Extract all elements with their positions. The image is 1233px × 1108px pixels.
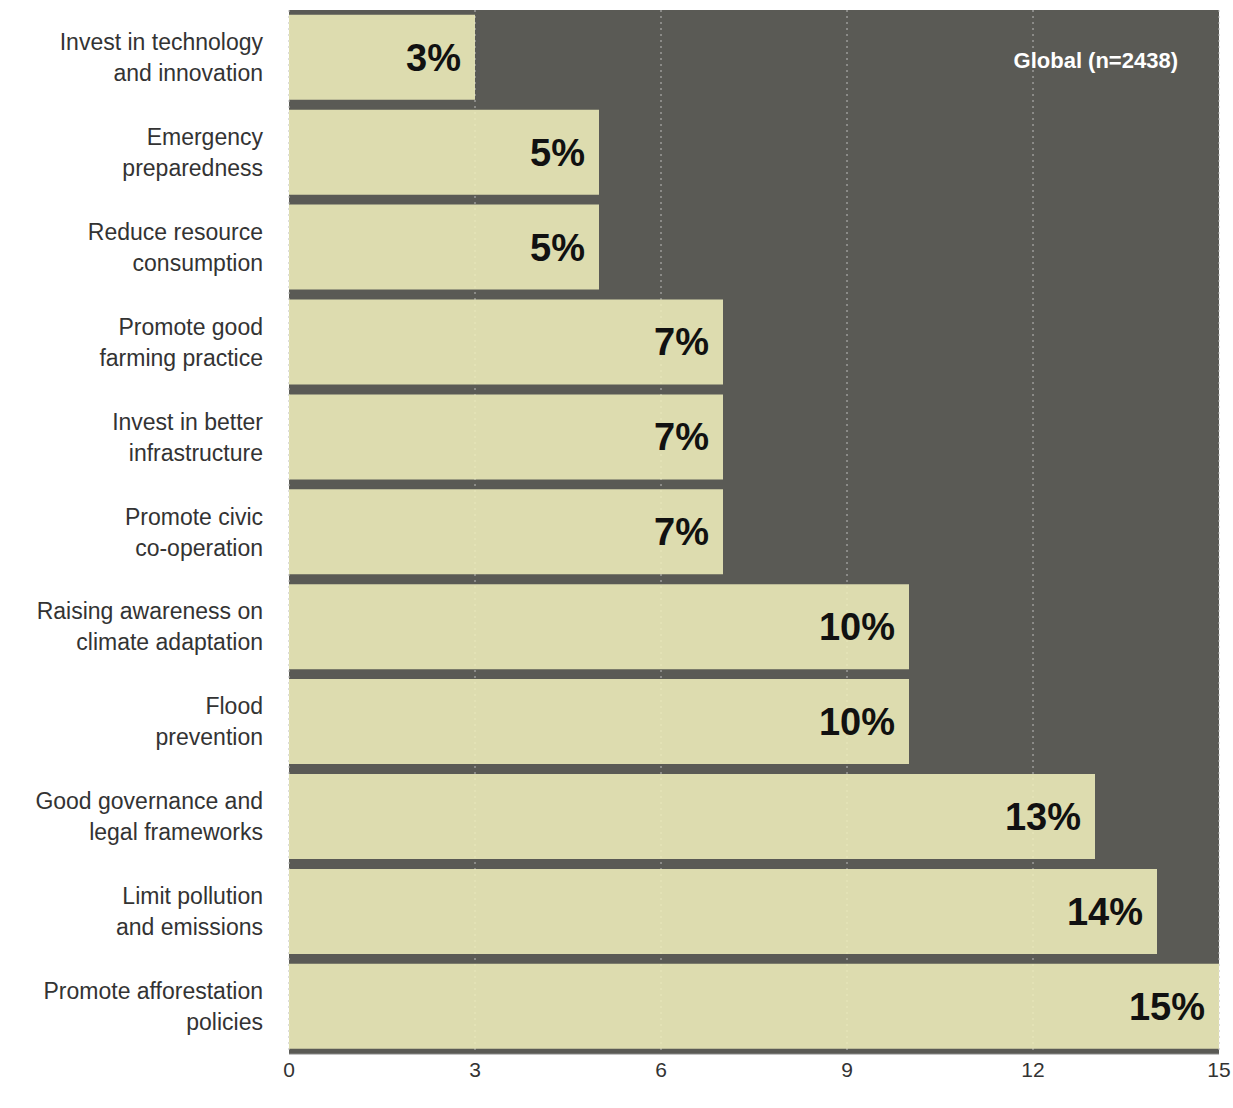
svg-text:5%: 5% (530, 227, 585, 269)
svg-text:9: 9 (841, 1058, 853, 1081)
svg-text:Emergencypreparedness: Emergencypreparedness (122, 124, 263, 181)
svg-text:13%: 13% (1005, 796, 1081, 838)
svg-text:Invest in betterinfrastructure: Invest in betterinfrastructure (112, 409, 263, 466)
svg-text:3: 3 (469, 1058, 481, 1081)
svg-text:0: 0 (283, 1058, 295, 1081)
svg-text:5%: 5% (530, 132, 585, 174)
svg-text:6: 6 (655, 1058, 667, 1081)
svg-text:Good governance andlegal frame: Good governance andlegal frameworks (35, 788, 263, 845)
svg-text:7%: 7% (654, 511, 709, 553)
svg-text:Promote goodfarming practice: Promote goodfarming practice (99, 314, 263, 371)
svg-text:15: 15 (1207, 1058, 1230, 1081)
svg-text:Raising awareness onclimate ad: Raising awareness onclimate adaptation (37, 598, 263, 655)
svg-text:Reduce resourceconsumption: Reduce resourceconsumption (88, 219, 263, 276)
html-text:Global (n=2438): Global (n=2438) (1013, 48, 1178, 73)
svg-text:3%: 3% (406, 37, 461, 79)
svg-text:Floodprevention: Floodprevention (156, 693, 263, 750)
svg-text:14%: 14% (1067, 891, 1143, 933)
svg-text:Promote afforestationpolicies: Promote afforestationpolicies (44, 978, 263, 1035)
svg-text:7%: 7% (654, 416, 709, 458)
svg-text:12: 12 (1021, 1058, 1044, 1081)
svg-text:Promote civicco-operation: Promote civicco-operation (125, 504, 263, 561)
svg-text:Invest in technologyand innova: Invest in technologyand innovation (60, 29, 264, 86)
svg-text:7%: 7% (654, 321, 709, 363)
svg-text:10%: 10% (819, 606, 895, 648)
svg-text:10%: 10% (819, 701, 895, 743)
svg-text:15%: 15% (1129, 986, 1205, 1028)
svg-text:Limit pollutionand emissions: Limit pollutionand emissions (116, 883, 263, 940)
